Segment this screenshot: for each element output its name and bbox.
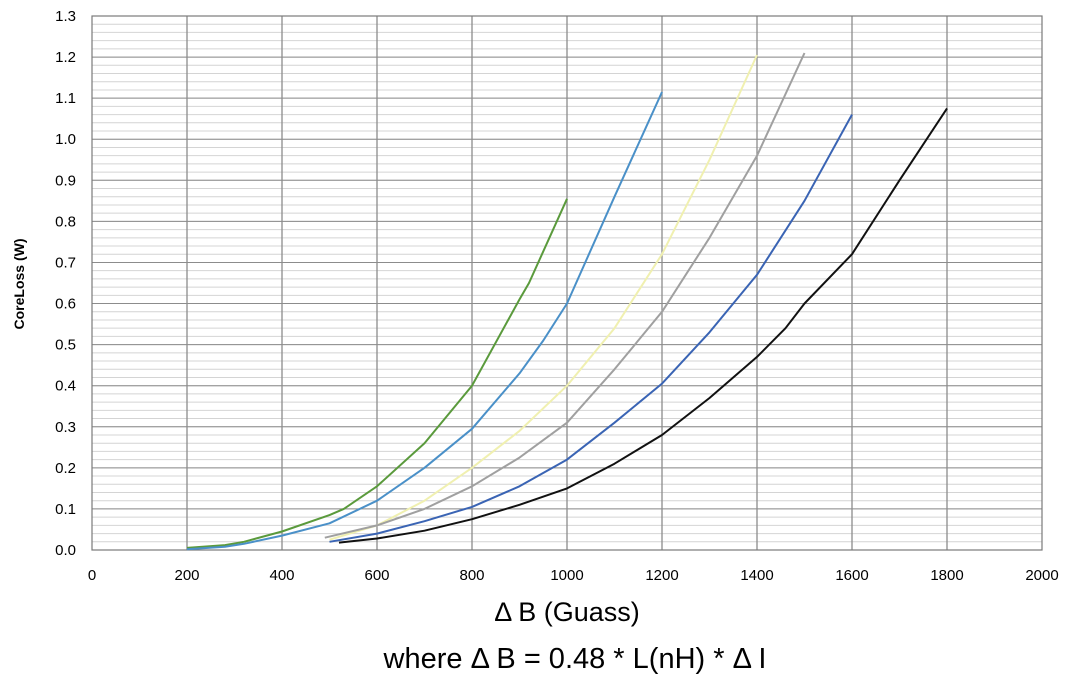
y-tick-label: 1.1 <box>55 90 76 107</box>
x-tick-label: 0 <box>88 567 96 584</box>
series-line-2 <box>186 91 663 551</box>
y-tick-label: 0.6 <box>55 296 76 313</box>
delta-b-formula: where Δ B = 0.48 * L(nH) * Δ I <box>383 643 767 675</box>
y-axis-label: CoreLoss (W) <box>11 239 27 330</box>
major-gridlines <box>92 16 1042 550</box>
y-tick-label: 0.9 <box>55 172 76 189</box>
x-axis-ticks: 0 200 400 600 800 1000 1200 1400 1600 1800 2000 <box>88 567 1059 584</box>
series-line-6 <box>338 107 948 544</box>
x-tick-label: 800 <box>459 567 484 584</box>
x-tick-label: 1800 <box>930 567 963 584</box>
y-tick-label: 0.1 <box>55 501 76 518</box>
x-tick-label: 1200 <box>645 567 678 584</box>
x-tick-label: 2000 <box>1025 567 1058 584</box>
y-tick-label: 1.0 <box>55 131 76 148</box>
x-tick-label: 1000 <box>550 567 583 584</box>
series-line-1 <box>186 198 568 549</box>
x-tick-label: 400 <box>269 567 294 584</box>
series-line-3 <box>329 54 758 541</box>
y-tick-label: 0.7 <box>55 254 76 271</box>
plot-area-border <box>91 15 1043 551</box>
x-tick-label: 1600 <box>835 567 868 584</box>
x-tick-label: 1400 <box>740 567 773 584</box>
y-tick-label: 1.2 <box>55 49 76 66</box>
series-line-5 <box>329 114 853 543</box>
x-axis-label: Δ B (Guass) <box>494 597 640 627</box>
y-tick-label: 0.0 <box>55 542 76 559</box>
y-tick-label: 0.3 <box>55 419 76 436</box>
y-tick-label: 0.2 <box>55 460 76 477</box>
x-tick-label: 200 <box>174 567 199 584</box>
y-tick-label: 0.5 <box>55 337 76 354</box>
series-layer <box>186 52 948 551</box>
series-line-4 <box>324 52 806 539</box>
y-tick-label: 0.8 <box>55 213 76 230</box>
y-axis-ticks: 0.0 0.1 0.2 0.3 0.4 0.5 0.6 0.7 0.8 0.9 1.0 1.1 1.2 1… <box>55 8 76 559</box>
x-tick-label: 600 <box>364 567 389 584</box>
y-tick-label: 1.3 <box>55 8 76 25</box>
y-tick-label: 0.4 <box>55 378 76 395</box>
